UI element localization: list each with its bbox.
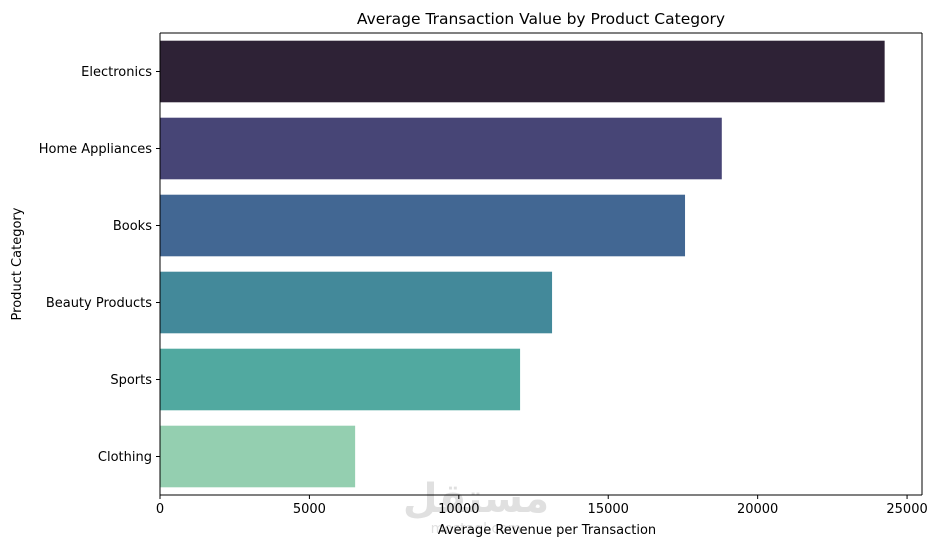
- y-tick-label: Clothing: [98, 450, 152, 465]
- watermark-logo-text: مستقل: [403, 476, 549, 522]
- y-tick-label: Books: [113, 219, 152, 234]
- x-tick-label: 10000: [438, 502, 479, 517]
- bar-sports: [160, 348, 521, 411]
- watermark-sub-text: mostaql.com: [431, 521, 522, 537]
- axes-layer: [159, 32, 923, 496]
- x-tick-label: 0: [156, 502, 164, 517]
- y-tick-label: Electronics: [81, 65, 152, 80]
- x-tick-label: 15000: [588, 502, 629, 517]
- bar-home-appliances: [160, 117, 722, 180]
- bar-beauty-products: [160, 271, 553, 334]
- x-tick-label: 5000: [293, 502, 326, 517]
- y-tick-label: Beauty Products: [46, 296, 152, 311]
- chart-title: Average Transaction Value by Product Cat…: [357, 10, 725, 28]
- x-tick-label: 25000: [886, 502, 927, 517]
- y-tick-label: Home Appliances: [39, 142, 152, 157]
- x-tick-label: 20000: [737, 502, 778, 517]
- bar-clothing: [160, 425, 356, 488]
- ticks-layer: Electronics Home Appliances Books Beauty Pr…: [39, 65, 928, 517]
- y-tick-label: Sports: [110, 373, 152, 388]
- y-axis-title: Product Category: [10, 207, 25, 320]
- watermark-logo: مستقل mostaql.com: [403, 476, 549, 537]
- bar-electronics: [160, 40, 885, 103]
- bar-books: [160, 194, 686, 257]
- bars-layer: [160, 40, 885, 488]
- x-axis-title: Average Revenue per Transaction: [438, 523, 656, 538]
